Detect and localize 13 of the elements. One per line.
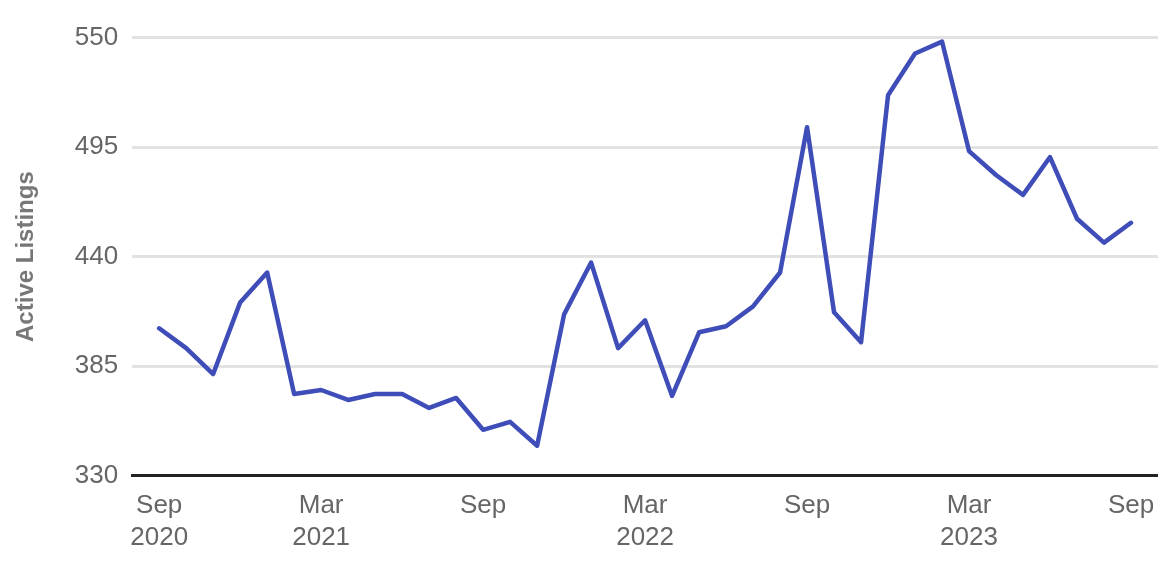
x-tick-label: Sep bbox=[459, 489, 507, 520]
x-tick-label: Mar 2022 bbox=[616, 489, 675, 551]
x-tick-label: Sep 2020 bbox=[130, 489, 189, 551]
x-tick-label: Mar 2023 bbox=[940, 489, 998, 551]
y-tick-label: 495 bbox=[74, 130, 119, 161]
x-tick-label: Sep bbox=[783, 489, 831, 520]
y-tick-label: 550 bbox=[74, 20, 119, 51]
y-axis-title: Active Listings bbox=[11, 171, 39, 342]
x-tick-label: Sep bbox=[1107, 489, 1155, 520]
y-tick-label: 440 bbox=[74, 239, 119, 270]
x-tick-label: Mar 2021 bbox=[292, 489, 351, 551]
y-tick-label: 330 bbox=[74, 458, 119, 489]
y-tick-label: 385 bbox=[74, 349, 119, 380]
